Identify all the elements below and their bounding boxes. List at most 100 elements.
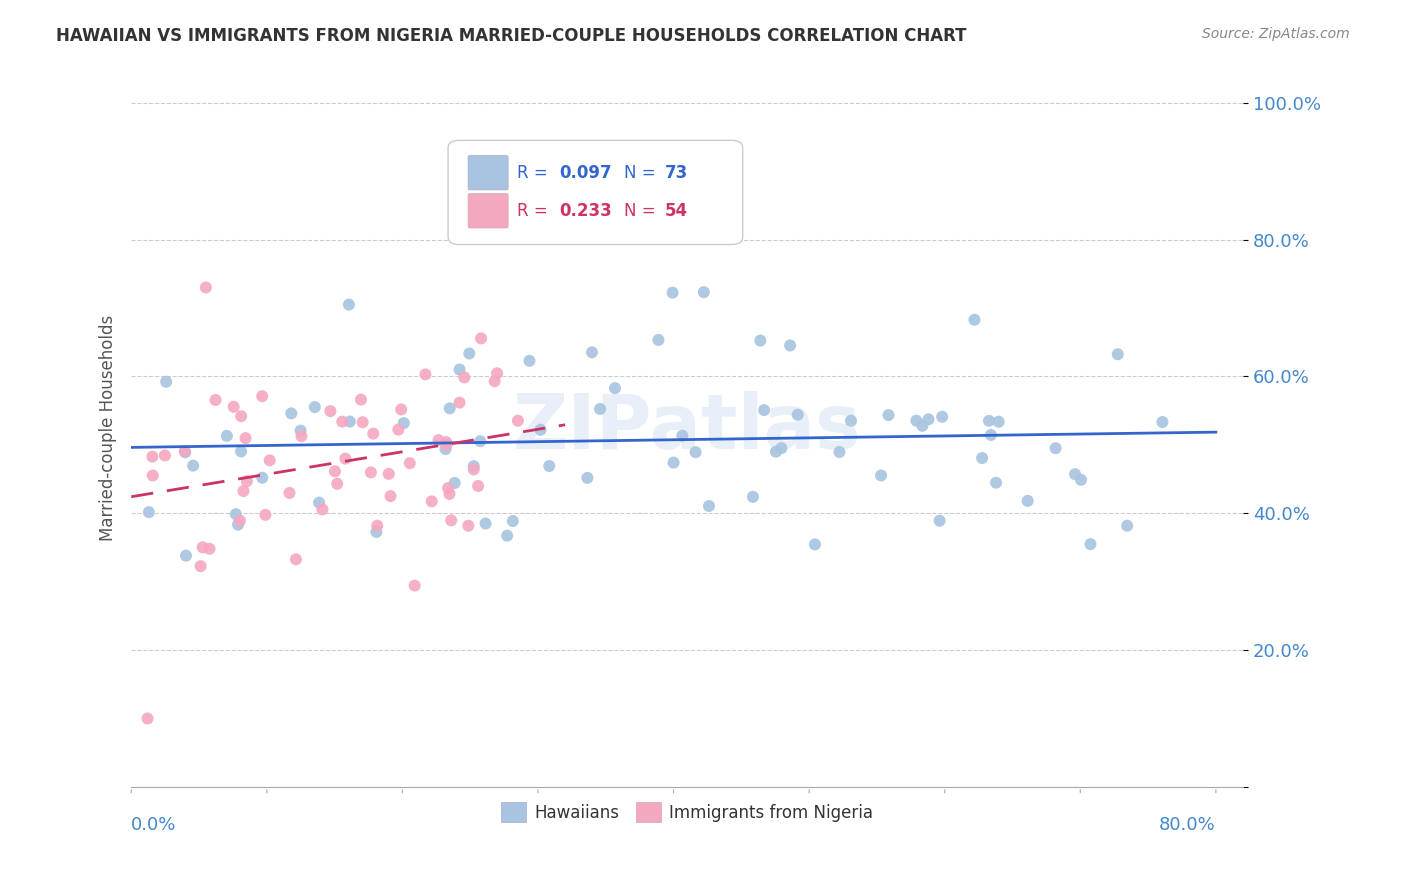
Point: [980, 428, 1002, 442]
Point: [917, 412, 939, 426]
Point: [576, 471, 599, 485]
FancyBboxPatch shape: [449, 140, 742, 244]
Point: [350, 392, 373, 407]
Point: [204, 392, 226, 407]
Point: [685, 445, 707, 459]
Point: [661, 285, 683, 300]
Point: [467, 479, 489, 493]
Point: [463, 459, 485, 474]
Point: [458, 346, 481, 360]
FancyBboxPatch shape: [468, 155, 508, 190]
Point: [236, 474, 259, 488]
Point: [392, 416, 415, 430]
Point: [420, 494, 443, 508]
Point: [360, 466, 382, 480]
Point: [538, 458, 561, 473]
Point: [252, 471, 274, 485]
Text: 0.233: 0.233: [560, 202, 612, 219]
Point: [589, 401, 612, 416]
Point: [427, 433, 450, 447]
Point: [136, 712, 159, 726]
Point: [155, 375, 177, 389]
Text: HAWAIIAN VS IMMIGRANTS FROM NIGERIA MARRIED-COUPLE HOUSEHOLDS CORRELATION CHART: HAWAIIAN VS IMMIGRANTS FROM NIGERIA MARR…: [56, 27, 967, 45]
Point: [380, 489, 402, 503]
Point: [437, 481, 460, 495]
Text: 54: 54: [665, 202, 688, 219]
Point: [198, 541, 221, 556]
Point: [693, 285, 716, 300]
Point: [1017, 493, 1039, 508]
Point: [697, 499, 720, 513]
Point: [439, 401, 461, 416]
Point: [259, 453, 281, 467]
Point: [387, 423, 409, 437]
Point: [443, 475, 465, 490]
Point: [1070, 473, 1092, 487]
Point: [304, 400, 326, 414]
Point: [770, 441, 793, 455]
Point: [308, 495, 330, 509]
Point: [434, 435, 457, 450]
Point: [436, 438, 458, 452]
Text: N =: N =: [624, 202, 661, 219]
Point: [174, 549, 197, 563]
Point: [361, 426, 384, 441]
Point: [181, 458, 204, 473]
Point: [404, 579, 426, 593]
Point: [330, 415, 353, 429]
Text: R =: R =: [517, 164, 553, 182]
Point: [290, 424, 312, 438]
Point: [804, 537, 827, 551]
Point: [235, 431, 257, 445]
Point: [647, 333, 669, 347]
Point: [828, 445, 851, 459]
Point: [581, 345, 603, 359]
Point: [231, 409, 253, 424]
Point: [502, 514, 524, 528]
Point: [603, 381, 626, 395]
Point: [326, 476, 349, 491]
Point: [225, 507, 247, 521]
Point: [984, 475, 1007, 490]
Point: [453, 370, 475, 384]
Point: [1116, 518, 1139, 533]
Point: [215, 429, 238, 443]
Point: [662, 456, 685, 470]
Point: [352, 415, 374, 429]
Point: [470, 434, 492, 449]
Text: ZIPatlas: ZIPatlas: [513, 391, 862, 465]
Point: [434, 442, 457, 456]
Point: [752, 403, 775, 417]
Point: [250, 389, 273, 403]
Point: [1152, 415, 1174, 429]
Point: [194, 280, 217, 294]
Point: [1045, 441, 1067, 455]
Point: [449, 395, 471, 409]
Point: [779, 338, 801, 352]
Point: [229, 444, 252, 458]
Point: [191, 541, 214, 555]
Point: [786, 408, 808, 422]
Point: [905, 414, 928, 428]
Text: 0.0%: 0.0%: [131, 815, 177, 834]
Point: [671, 428, 693, 442]
Point: [377, 467, 399, 481]
Point: [977, 414, 1000, 428]
Point: [440, 513, 463, 527]
Point: [311, 502, 333, 516]
Point: [323, 464, 346, 478]
Point: [457, 518, 479, 533]
Point: [229, 514, 252, 528]
Point: [337, 298, 360, 312]
Point: [987, 415, 1010, 429]
Point: [290, 429, 312, 443]
Point: [226, 517, 249, 532]
Point: [484, 374, 506, 388]
Text: 0.097: 0.097: [560, 164, 612, 182]
Text: 80.0%: 80.0%: [1159, 815, 1216, 834]
Point: [389, 402, 412, 417]
Point: [931, 409, 953, 424]
Legend: Hawaiians, Immigrants from Nigeria: Hawaiians, Immigrants from Nigeria: [495, 795, 880, 829]
Point: [335, 451, 357, 466]
Point: [463, 462, 485, 476]
